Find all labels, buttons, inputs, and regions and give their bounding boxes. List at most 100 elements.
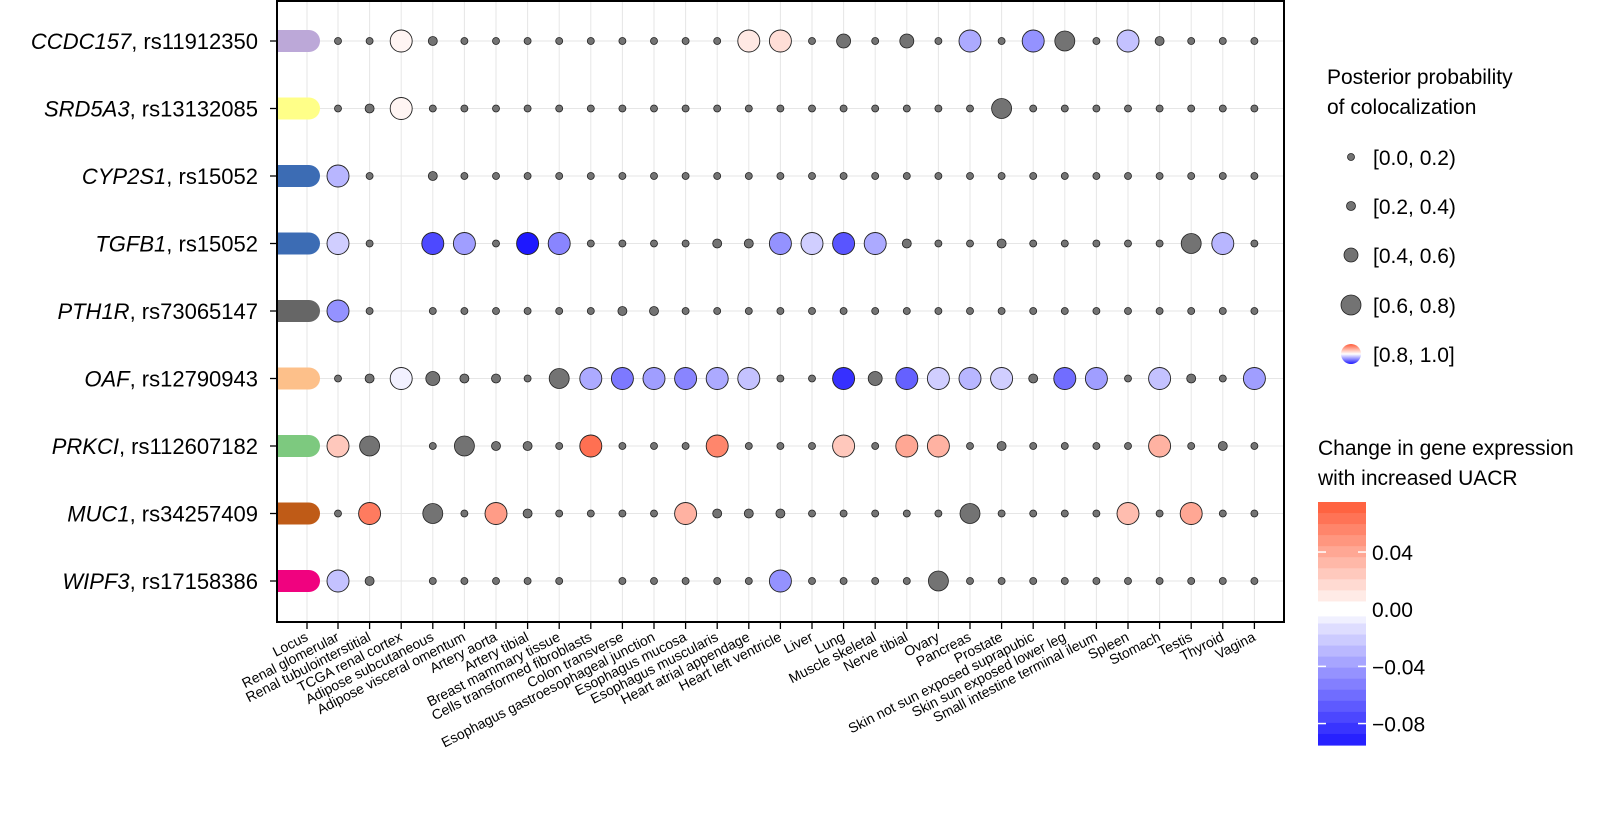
dot (586, 37, 595, 45)
dot (1250, 172, 1259, 180)
row-label: CYP2S1, rs15052 (82, 164, 258, 189)
dot (650, 172, 658, 180)
dot (1250, 37, 1259, 45)
dot (926, 434, 950, 458)
dot (1179, 502, 1203, 525)
dot (610, 367, 634, 390)
dot (460, 509, 469, 518)
dot (428, 307, 437, 315)
dot (997, 307, 1006, 315)
dot (523, 172, 532, 180)
dot (326, 232, 350, 255)
dot (617, 306, 628, 316)
dot (460, 104, 469, 113)
dot (1029, 104, 1038, 113)
dot (768, 29, 792, 53)
dot (650, 442, 658, 450)
dot (808, 172, 816, 180)
dot (618, 104, 627, 113)
dot (618, 442, 627, 450)
colorbar-step (1318, 612, 1366, 625)
dot (775, 508, 786, 519)
dot (808, 442, 816, 450)
colorbar-step (1318, 535, 1366, 547)
dot (1250, 307, 1259, 315)
gene-name: PRKCI (52, 434, 119, 459)
dot (452, 232, 476, 255)
dot (1029, 239, 1038, 248)
dot (460, 307, 469, 315)
dot (966, 577, 974, 585)
dot (334, 37, 342, 45)
locus-bars (278, 30, 320, 592)
dot (871, 577, 880, 585)
dot (1218, 172, 1227, 180)
dot (334, 509, 342, 518)
dot (712, 508, 723, 519)
dot (1148, 367, 1172, 390)
dot (808, 307, 816, 315)
dot (460, 172, 469, 180)
size-legend-label: [0.4, 0.6) (1373, 245, 1456, 268)
dot (863, 232, 887, 255)
row-label: PTH1R, rs73065147 (57, 299, 258, 324)
dot (934, 307, 943, 315)
dot (1218, 577, 1227, 585)
dot (743, 238, 754, 249)
colorbar-step (1318, 733, 1366, 746)
colorbar-step (1318, 722, 1366, 735)
dot (484, 502, 508, 525)
dot (1154, 36, 1165, 46)
dot (713, 577, 722, 585)
colorbar-tick-label: −0.04 (1372, 656, 1425, 679)
dot (681, 239, 690, 248)
dot (555, 577, 564, 585)
dot (618, 172, 627, 180)
dot (1180, 233, 1202, 254)
dot (579, 434, 603, 458)
dot (808, 104, 816, 113)
dot (586, 172, 595, 180)
dot (359, 435, 381, 457)
gene-name: TGFB1 (95, 232, 166, 257)
dot (1060, 172, 1069, 180)
dot (650, 37, 658, 45)
dot (492, 37, 500, 45)
dot (712, 238, 723, 249)
dot (768, 232, 792, 255)
dot (839, 577, 848, 585)
row-label: SRD5A3, rs13132085 (44, 97, 258, 122)
dot (1155, 104, 1164, 113)
dot (997, 172, 1006, 180)
colorbar-step (1318, 568, 1366, 580)
dot (1092, 172, 1101, 180)
dot (1250, 104, 1259, 113)
colorbar-step (1318, 502, 1366, 514)
dot (966, 172, 974, 180)
dot (1242, 367, 1266, 390)
dot (1155, 577, 1164, 585)
dot (421, 232, 445, 255)
dot (586, 307, 595, 315)
dot (579, 367, 603, 390)
dot (836, 33, 851, 49)
gene-name: CCDC157 (31, 29, 132, 54)
dot (996, 238, 1007, 249)
dot (358, 502, 382, 525)
dot (776, 172, 785, 180)
dot (713, 307, 722, 315)
dot (650, 104, 658, 113)
dot (681, 577, 690, 585)
dot (523, 374, 532, 383)
dot (650, 239, 658, 248)
dot (705, 367, 729, 390)
dot (650, 509, 658, 518)
dot (997, 577, 1006, 585)
dot (555, 307, 564, 315)
dot (808, 374, 816, 383)
dot (768, 569, 792, 593)
gene-name: WIPF3 (62, 569, 130, 594)
dot (428, 577, 437, 585)
snp-id: , rs34257409 (130, 502, 258, 527)
